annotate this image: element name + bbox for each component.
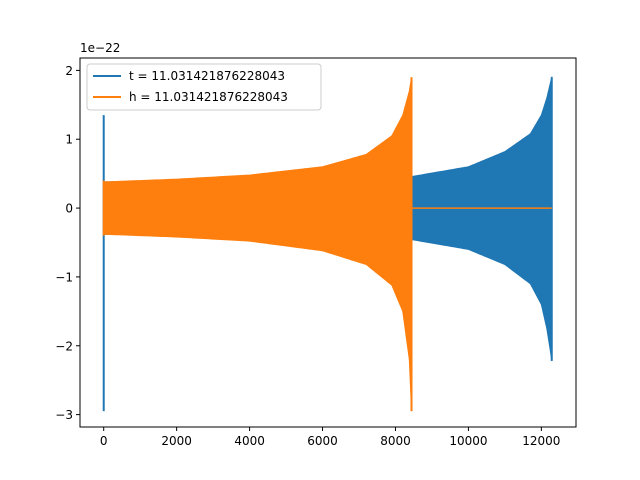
y-tick-label: 1 — [65, 133, 73, 147]
y-tick-label: 0 — [65, 202, 73, 216]
x-tick-label: 12000 — [522, 434, 560, 448]
axes-layer: 0 2000 4000 6000 8000 10000 12000 2 1 0 −1 −2 −3 — [55, 64, 560, 448]
x-tick-label: 4000 — [234, 434, 265, 448]
series-1 — [102, 77, 552, 412]
legend-entry-t: t = 11.031421876228043 — [129, 69, 285, 83]
legend-box — [86, 63, 322, 111]
x-tick-label: 6000 — [307, 434, 338, 448]
y-offset-label: 1e−22 — [80, 41, 120, 55]
plot-frame — [79, 57, 577, 428]
y-tick-label: −1 — [55, 270, 73, 284]
y-tick-label: −3 — [55, 408, 73, 422]
y-tick-label: −2 — [55, 339, 73, 353]
x-tick-label: 2000 — [161, 434, 192, 448]
series-envelope — [103, 77, 413, 412]
series-layer — [102, 76, 553, 412]
x-tick-label: 10000 — [449, 434, 487, 448]
x-tick-label: 8000 — [380, 434, 411, 448]
x-tick-label: 0 — [100, 434, 108, 448]
legend: t = 11.031421876228043 h = 11.0314218762… — [86, 63, 322, 111]
y-tick-label: 2 — [65, 64, 73, 78]
legend-entry-h: h = 11.031421876228043 — [129, 90, 288, 104]
